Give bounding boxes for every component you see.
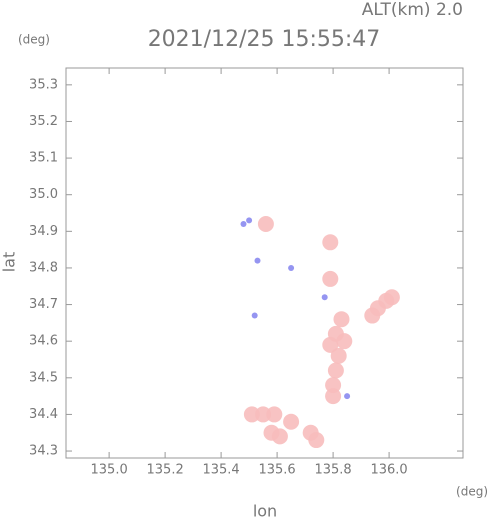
echo-point <box>266 406 283 423</box>
echo-point <box>322 270 339 287</box>
echo-point <box>336 333 353 350</box>
echo-point <box>322 336 339 353</box>
x-axis-label: lon <box>253 502 277 521</box>
y-unit: (deg) <box>18 33 50 47</box>
y-tick-label: 35.2 <box>29 114 58 129</box>
echo-point <box>257 216 274 232</box>
y-tick-label: 34.8 <box>29 260 58 275</box>
x-tick-label: 135.2 <box>147 463 184 478</box>
echo-point <box>255 406 272 423</box>
altitude-label: ALT(km) 2.0 <box>362 0 463 20</box>
x-tick-label: 135.4 <box>202 463 239 478</box>
y-tick-label: 34.6 <box>29 334 58 349</box>
echo-point <box>243 406 260 423</box>
y-tick-label: 35.3 <box>29 77 58 92</box>
echo-point <box>364 307 381 324</box>
y-axis-label: lat <box>0 252 19 273</box>
echo-point <box>330 347 347 364</box>
y-tick-label: 34.5 <box>29 370 58 385</box>
x-tick-label: 135.0 <box>91 463 128 478</box>
echo-point <box>271 428 288 445</box>
echo-point <box>344 393 351 400</box>
echo-point <box>251 312 258 319</box>
y-tick-label: 35.1 <box>29 151 58 166</box>
x-tick-label: 135.8 <box>314 463 351 478</box>
x-tick-label: 135.6 <box>258 463 295 478</box>
echo-point <box>240 221 247 227</box>
chart-title: 2021/12/25 15:55:47 <box>148 27 381 52</box>
y-tick-label: 34.7 <box>29 297 58 312</box>
echo-point <box>288 264 295 271</box>
y-tick-label: 34.3 <box>29 444 58 459</box>
echo-point <box>321 294 328 301</box>
echo-point <box>327 362 344 379</box>
echo-point <box>283 413 300 430</box>
echo-point <box>325 377 342 394</box>
echo-point <box>254 257 261 264</box>
echo-point <box>246 217 253 224</box>
x-unit: (deg) <box>456 485 488 499</box>
y-tick-label: 35.0 <box>29 187 58 202</box>
plot-frame <box>65 67 464 459</box>
y-tick-label: 34.4 <box>29 407 58 422</box>
x-tick-label: 136.0 <box>370 463 407 478</box>
echo-point <box>322 234 339 251</box>
y-tick-label: 34.9 <box>29 224 58 239</box>
echo-point <box>383 289 400 306</box>
echo-point <box>333 311 350 328</box>
echo-point <box>325 388 342 405</box>
echo-point <box>302 424 319 441</box>
